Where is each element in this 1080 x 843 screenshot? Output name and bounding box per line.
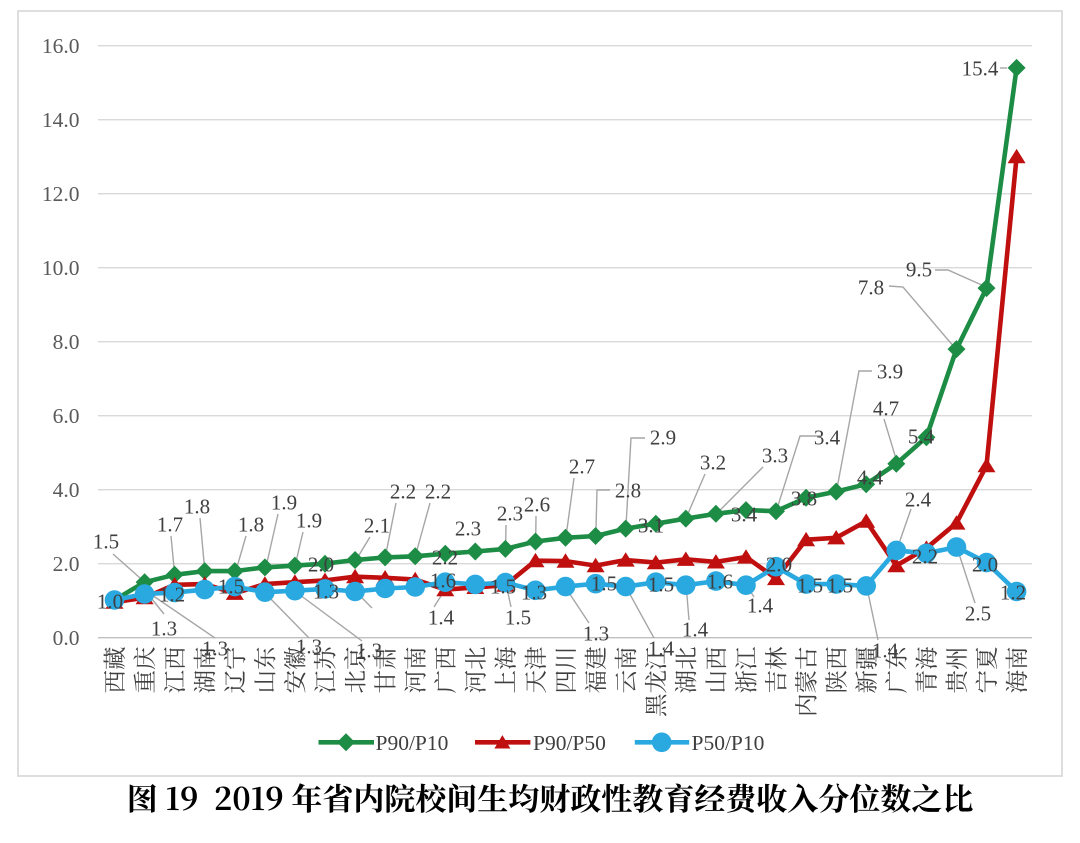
svg-text:9.5: 9.5: [906, 258, 932, 282]
svg-text:1.4: 1.4: [648, 637, 675, 661]
svg-text:3.4: 3.4: [814, 426, 841, 450]
svg-text:4.0: 4.0: [53, 478, 80, 502]
svg-text:2.2: 2.2: [390, 480, 416, 504]
svg-text:2.2: 2.2: [425, 480, 451, 504]
svg-text:1.5: 1.5: [648, 573, 674, 597]
svg-text:2.7: 2.7: [569, 455, 595, 479]
svg-text:1.9: 1.9: [296, 509, 322, 533]
svg-text:4.7: 4.7: [873, 397, 899, 421]
svg-text:2.4: 2.4: [905, 488, 932, 512]
svg-text:1.6: 1.6: [430, 569, 456, 593]
svg-text:1.5: 1.5: [490, 575, 516, 599]
svg-text:1.3: 1.3: [151, 617, 177, 641]
svg-text:1.3: 1.3: [313, 580, 339, 604]
svg-text:2.2: 2.2: [912, 545, 938, 569]
svg-text:16.0: 16.0: [42, 34, 80, 58]
svg-text:P90/P10: P90/P10: [376, 731, 449, 755]
svg-text:1.5: 1.5: [591, 572, 617, 596]
svg-text:1.6: 1.6: [707, 570, 733, 594]
svg-text:2.0: 2.0: [766, 553, 792, 577]
svg-text:1.4: 1.4: [428, 606, 455, 630]
svg-text:0.0: 0.0: [53, 626, 80, 650]
svg-text:1.4: 1.4: [747, 594, 774, 618]
svg-text:10.0: 10.0: [42, 256, 80, 280]
svg-text:1.2: 1.2: [1000, 581, 1026, 605]
svg-text:3.3: 3.3: [762, 444, 788, 468]
svg-text:3.8: 3.8: [791, 487, 817, 511]
svg-text:2.0: 2.0: [53, 552, 80, 576]
svg-text:1.4: 1.4: [872, 639, 899, 663]
svg-text:6.0: 6.0: [53, 404, 80, 428]
svg-text:2.9: 2.9: [650, 426, 676, 450]
svg-text:15.4: 15.4: [962, 57, 999, 81]
svg-text:P90/P50: P90/P50: [533, 731, 606, 755]
svg-text:12.0: 12.0: [42, 182, 80, 206]
svg-text:2.5: 2.5: [965, 602, 991, 626]
svg-text:2.2: 2.2: [432, 546, 458, 570]
svg-text:7.8: 7.8: [858, 276, 884, 300]
svg-text:2.0: 2.0: [972, 553, 998, 577]
svg-text:1.3: 1.3: [521, 581, 547, 605]
svg-text:1.5: 1.5: [93, 530, 119, 554]
svg-text:1.2: 1.2: [159, 583, 185, 607]
svg-text:2.0: 2.0: [308, 553, 334, 577]
svg-text:1.9: 1.9: [271, 491, 297, 515]
svg-text:1.7: 1.7: [157, 513, 183, 537]
svg-text:2.6: 2.6: [524, 493, 550, 517]
svg-text:1.8: 1.8: [238, 513, 264, 537]
svg-text:1.8: 1.8: [184, 495, 210, 519]
svg-text:1.5: 1.5: [827, 574, 853, 598]
svg-text:1.5: 1.5: [797, 574, 823, 598]
svg-text:2.3: 2.3: [455, 517, 481, 541]
svg-text:8.0: 8.0: [53, 330, 80, 354]
svg-text:2.3: 2.3: [497, 502, 523, 526]
svg-text:P50/P10: P50/P10: [692, 731, 765, 755]
svg-text:14.0: 14.0: [42, 108, 80, 132]
svg-text:3.2: 3.2: [700, 451, 726, 475]
svg-text:3.1: 3.1: [638, 514, 664, 538]
svg-text:1.5: 1.5: [218, 575, 244, 599]
svg-text:1.3: 1.3: [583, 622, 609, 646]
svg-text:1.4: 1.4: [682, 618, 709, 642]
svg-text:5.4: 5.4: [908, 425, 935, 449]
svg-text:3.9: 3.9: [877, 360, 903, 384]
svg-text:2.1: 2.1: [364, 514, 390, 538]
svg-text:1.5: 1.5: [505, 606, 531, 630]
svg-text:3.4: 3.4: [731, 503, 758, 527]
svg-text:2.8: 2.8: [615, 479, 641, 503]
svg-text:4.4: 4.4: [857, 466, 884, 490]
svg-text:1.0: 1.0: [97, 590, 123, 614]
